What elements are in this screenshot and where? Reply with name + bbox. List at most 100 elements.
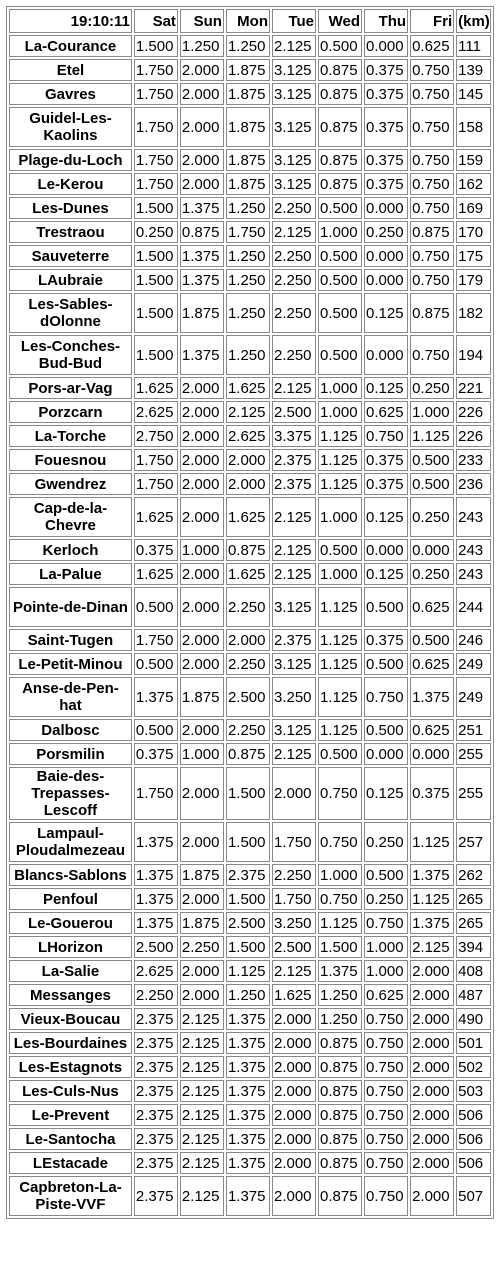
day-value: 0.750 [364, 1080, 409, 1102]
day-value: 2.375 [133, 1008, 178, 1030]
table-row: Messanges 2.250 2.000 1.250 1.625 1.250 0.625 2… [9, 984, 491, 1006]
spot-name: Trestraou [9, 221, 132, 243]
day-value: 0.125 [364, 767, 409, 820]
day-value: 0.500 [318, 743, 363, 765]
day-value: 1.375 [225, 1176, 270, 1216]
day-value: 0.500 [364, 719, 409, 741]
distance-km: 175 [456, 245, 491, 267]
distance-km: 506 [456, 1104, 491, 1126]
day-value: 1.125 [318, 425, 363, 447]
table-row: Le-Petit-Minou 0.500 2.000 2.250 3.125 1.125 0… [9, 653, 491, 675]
day-value: 0.500 [364, 653, 409, 675]
table-row: Les-Dunes 1.500 1.375 1.250 2.250 0.500 0.000 0… [9, 197, 491, 219]
day-value: 0.250 [133, 221, 178, 243]
day-value: 0.750 [410, 335, 455, 375]
table-row: Le-Prevent 2.375 2.125 1.375 2.000 0.875 0.750… [9, 1104, 491, 1126]
day-value: 0.250 [410, 563, 455, 585]
day-value: 2.000 [271, 1080, 317, 1102]
day-header: Fri [410, 9, 455, 33]
distance-km: 139 [456, 59, 491, 81]
day-value: 1.375 [225, 1008, 270, 1030]
table-row: Capbreton-La-Piste-VVF 2.375 2.125 1.375 2.0… [9, 1176, 491, 1216]
day-value: 0.750 [318, 767, 363, 820]
day-value: 2.250 [271, 269, 317, 291]
table-row: Les-Sables-dOlonne 1.500 1.875 1.250 2.250 0.… [9, 293, 491, 333]
day-value: 1.375 [225, 1152, 270, 1174]
day-value: 0.375 [364, 629, 409, 651]
day-value: 1.125 [410, 888, 455, 910]
day-value: 2.500 [133, 936, 178, 958]
day-value: 1.000 [179, 743, 224, 765]
spot-name: La-Torche [9, 425, 132, 447]
distance-km: 249 [456, 677, 491, 717]
day-value: 2.125 [179, 1080, 224, 1102]
day-value: 3.375 [271, 425, 317, 447]
day-value: 0.500 [133, 653, 178, 675]
day-value: 1.000 [318, 864, 363, 886]
day-value: 3.125 [271, 719, 317, 741]
day-value: 1.750 [133, 473, 178, 495]
day-value: 2.000 [410, 1176, 455, 1216]
day-value: 1.750 [271, 822, 317, 862]
day-value: 0.750 [364, 1104, 409, 1126]
day-value: 2.500 [225, 677, 270, 717]
day-value: 0.625 [410, 719, 455, 741]
day-value: 2.000 [410, 1032, 455, 1054]
day-value: 2.000 [271, 1008, 317, 1030]
day-value: 0.500 [364, 864, 409, 886]
distance-km: 236 [456, 473, 491, 495]
distance-km: 244 [456, 587, 491, 627]
spot-name: Les-Conches-Bud-Bud [9, 335, 132, 375]
day-value: 0.875 [318, 1176, 363, 1216]
day-value: 2.000 [271, 1104, 317, 1126]
distance-km: 233 [456, 449, 491, 471]
spot-name: Les-Estagnots [9, 1056, 132, 1078]
day-value: 2.000 [179, 449, 224, 471]
day-value: 2.125 [410, 936, 455, 958]
day-value: 2.375 [225, 864, 270, 886]
day-value: 1.375 [179, 245, 224, 267]
spot-name: Kerloch [9, 539, 132, 561]
day-value: 1.750 [133, 767, 178, 820]
day-value: 1.375 [179, 269, 224, 291]
day-value: 2.375 [133, 1032, 178, 1054]
day-value: 1.500 [133, 269, 178, 291]
day-value: 1.125 [318, 629, 363, 651]
day-value: 2.000 [410, 1152, 455, 1174]
day-value: 2.000 [271, 1128, 317, 1150]
day-value: 0.750 [318, 822, 363, 862]
spot-name: Baie-des-Trepasses-Lescoff [9, 767, 132, 820]
day-value: 2.000 [410, 984, 455, 1006]
spot-name: Le-Kerou [9, 173, 132, 195]
table-row: Trestraou 0.250 0.875 1.750 2.125 1.000 0.250 0… [9, 221, 491, 243]
day-value: 0.500 [133, 719, 178, 741]
day-value: 0.875 [225, 539, 270, 561]
day-value: 1.375 [225, 1104, 270, 1126]
day-value: 1.375 [410, 912, 455, 934]
day-value: 1.625 [133, 563, 178, 585]
day-value: 1.625 [225, 563, 270, 585]
day-value: 1.750 [133, 59, 178, 81]
day-value: 1.125 [318, 912, 363, 934]
day-value: 2.000 [271, 1176, 317, 1216]
day-value: 0.875 [318, 83, 363, 105]
day-value: 2.000 [179, 960, 224, 982]
day-value: 1.375 [133, 822, 178, 862]
day-value: 0.875 [410, 293, 455, 333]
day-value: 2.000 [179, 822, 224, 862]
day-value: 1.375 [133, 677, 178, 717]
distance-km: 111 [456, 35, 491, 57]
day-value: 1.125 [318, 719, 363, 741]
time-header: 19:10:11 [9, 9, 132, 33]
day-value: 0.250 [364, 822, 409, 862]
day-value: 0.125 [364, 497, 409, 537]
day-value: 2.000 [410, 1080, 455, 1102]
day-value: 1.375 [318, 960, 363, 982]
day-value: 2.375 [133, 1056, 178, 1078]
day-value: 0.375 [364, 149, 409, 171]
table-row: Gwendrez 1.750 2.000 2.000 2.375 1.125 0.375 0.… [9, 473, 491, 495]
day-value: 1.500 [133, 245, 178, 267]
day-value: 2.000 [179, 888, 224, 910]
day-value: 3.250 [271, 912, 317, 934]
spot-name: Les-Dunes [9, 197, 132, 219]
